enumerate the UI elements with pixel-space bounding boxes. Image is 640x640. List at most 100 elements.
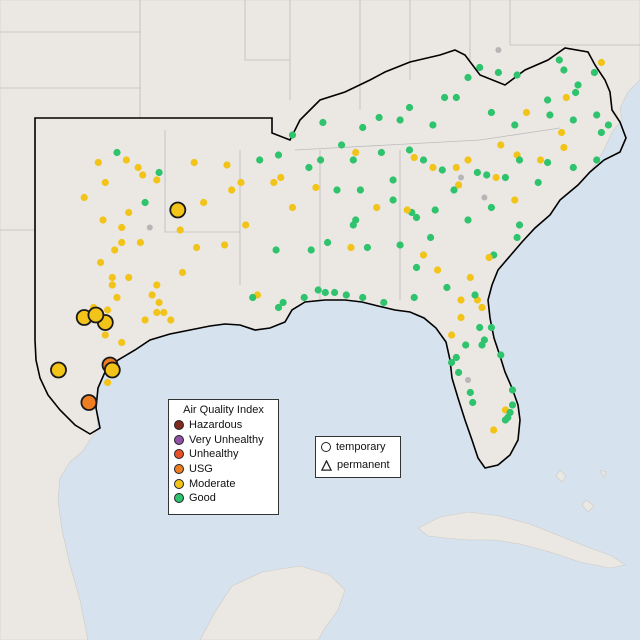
monitor-moderate-4 <box>118 223 126 232</box>
temporary-monitors <box>50 201 187 411</box>
monitor-good-54 <box>464 73 472 82</box>
monitor-good-153 <box>508 401 517 409</box>
monitor-moderate-166 <box>558 128 566 137</box>
monitor-moderate-43 <box>277 173 285 182</box>
monitor-moderate-80 <box>464 156 472 164</box>
monitor-good-93 <box>305 163 313 172</box>
triangle-icon <box>321 459 332 471</box>
monitor-moderate-168 <box>597 58 606 67</box>
legend-label-moderate: Moderate <box>189 477 236 490</box>
monitor-good-58 <box>544 96 552 104</box>
monitor-good-154 <box>508 386 517 394</box>
monitor-moderate-107 <box>455 181 463 189</box>
monitor-moderate-3 <box>99 216 107 224</box>
monitor-good-91 <box>338 141 346 149</box>
monitor-moderate-12 <box>155 298 163 307</box>
monitor-moderate-171 <box>104 378 112 387</box>
very-unhealthy-swatch-icon <box>174 434 184 445</box>
monitor-moderate-81 <box>452 163 460 172</box>
monitor-good-135 <box>410 293 418 302</box>
monitor-good-125 <box>249 293 257 302</box>
monitor-no-data-4 <box>458 174 464 181</box>
monitor-moderate-34 <box>134 163 142 172</box>
temporary-monitor-moderate-3 <box>87 306 105 324</box>
legend-label-very-unhealthy: Very Unhealthy <box>189 433 264 446</box>
monitor-moderate-19 <box>223 161 231 169</box>
legend-item-temporary: temporary <box>316 437 400 455</box>
monitor-good-65 <box>569 116 577 124</box>
monitor-good-144 <box>480 336 488 344</box>
monitor-good-45 <box>288 131 297 139</box>
monitor-good-98 <box>349 221 357 229</box>
monitor-moderate-157 <box>490 426 498 434</box>
monitor-moderate-138 <box>478 303 486 312</box>
state-borders <box>0 0 640 300</box>
monitor-moderate-14 <box>193 243 201 252</box>
legend-label-usg: USG <box>189 463 213 476</box>
monitor-moderate-159 <box>448 331 456 339</box>
monitor-good-149 <box>466 388 474 397</box>
permanent-monitors <box>80 56 613 434</box>
monitor-good-132 <box>331 288 339 297</box>
monitor-moderate-20 <box>153 281 161 289</box>
monitor-good-111 <box>513 233 521 242</box>
monitor-moderate-77 <box>492 173 500 182</box>
hazardous-swatch-icon <box>174 420 184 431</box>
monitor-good-150 <box>469 398 477 407</box>
monitor-good-147 <box>448 358 456 367</box>
monitor-moderate-40 <box>200 198 208 207</box>
monitor-good-114 <box>427 233 435 242</box>
monitor-good-86 <box>405 146 414 154</box>
monitor-good-50 <box>396 116 404 124</box>
monitor-good-108 <box>450 186 458 194</box>
monitor-good-44 <box>256 156 264 164</box>
monitor-good-55 <box>476 63 484 72</box>
monitor-no-data-1 <box>495 47 502 53</box>
legend-item-hazardous: Hazardous <box>169 418 278 433</box>
monitor-good-73 <box>569 163 577 172</box>
monitor-moderate-161 <box>434 266 442 274</box>
monitor-good-76 <box>501 173 509 182</box>
monitor-good-148 <box>455 368 463 377</box>
monitor-good-32 <box>113 148 121 157</box>
monitor-moderate-94 <box>312 183 320 192</box>
monitor-good-0 <box>141 198 149 207</box>
monitor-type-legend: temporary permanent <box>315 436 401 478</box>
monitor-moderate-83 <box>429 163 437 172</box>
monitor-moderate-163 <box>497 141 505 149</box>
legend-item-unhealthy: Unhealthy <box>169 447 278 462</box>
monitor-good-59 <box>572 88 580 97</box>
monitor-moderate-18 <box>237 178 245 187</box>
monitor-good-63 <box>593 111 601 119</box>
monitor-good-47 <box>359 123 367 132</box>
monitor-no-data-0 <box>146 224 153 231</box>
legend-label-permanent: permanent <box>337 459 390 471</box>
monitor-good-110 <box>515 221 524 229</box>
monitor-good-145 <box>497 351 505 359</box>
monitor-moderate-122 <box>288 203 297 212</box>
monitor-moderate-89 <box>352 148 360 157</box>
monitor-good-169 <box>604 121 613 129</box>
legend-item-good: Good <box>169 491 278 506</box>
monitor-good-72 <box>544 158 552 167</box>
aqi-legend-title: Air Quality Index <box>183 404 264 416</box>
monitor-moderate-16 <box>221 241 229 249</box>
monitor-moderate-13 <box>178 268 187 277</box>
monitor-moderate-15 <box>176 226 184 234</box>
monitor-no-data-2 <box>481 194 488 201</box>
monitor-good-105 <box>464 216 472 224</box>
monitor-moderate-25 <box>104 306 112 314</box>
temporary-monitor-moderate-6 <box>103 361 121 379</box>
monitor-good-88 <box>377 148 385 157</box>
monitor-moderate-11 <box>148 291 156 299</box>
monitor-moderate-10 <box>108 273 116 282</box>
moderate-swatch-icon <box>174 478 184 489</box>
monitor-good-95 <box>333 186 341 194</box>
monitor-good-141 <box>476 323 484 332</box>
monitor-moderate-165 <box>560 143 568 152</box>
monitor-good-100 <box>389 196 397 204</box>
monitor-moderate-36 <box>190 158 198 167</box>
monitor-good-104 <box>431 206 439 214</box>
